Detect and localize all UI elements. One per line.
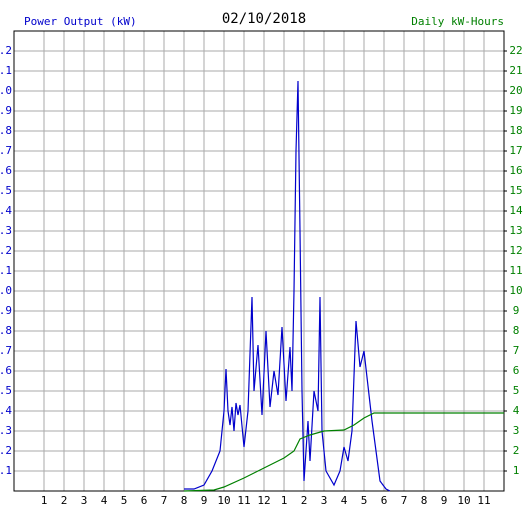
y-axis-label: Power Output (kW) (24, 15, 137, 28)
y-tick-label: 0.7 (0, 344, 12, 357)
y2-tick-label: 20 (509, 84, 522, 97)
y-tick-label: 1.3 (0, 224, 12, 237)
x-tick-label: 3 (321, 494, 328, 507)
y-tick-label: 2.2 (0, 44, 12, 57)
data-line (183, 412, 504, 492)
x-tick-label: 4 (341, 494, 348, 507)
y2-tick-label: 14 (509, 204, 523, 217)
y-tick-label: 1.8 (0, 124, 12, 137)
y2-tick-label: 6 (513, 364, 520, 377)
x-tick-label: 10 (457, 494, 470, 507)
y-tick-label: 0.6 (0, 364, 12, 377)
x-tick-label: 9 (441, 494, 448, 507)
y2-tick-label: 15 (509, 184, 522, 197)
y2-tick-label: 10 (509, 284, 522, 297)
y-tick-label: 0.5 (0, 384, 12, 397)
y2-tick-label: 16 (509, 164, 522, 177)
y-tick-label: 0.2 (0, 444, 12, 457)
y-tick-label: 2.0 (0, 84, 12, 97)
y2-axis-label: Daily kW-Hours (411, 15, 504, 28)
y-tick-label: 1.0 (0, 284, 12, 297)
x-tick-label: 1 (281, 494, 288, 507)
y2-tick-label: 11 (509, 264, 522, 277)
x-tick-label: 5 (361, 494, 368, 507)
plot-border (13, 30, 505, 492)
y2-tick-label: 5 (513, 384, 520, 397)
chart-title: 02/10/2018 (222, 11, 306, 27)
y2-tick-label: 12 (509, 244, 522, 257)
y-tick-label: 1.1 (0, 264, 12, 277)
y2-tick-label: 21 (509, 64, 522, 77)
y-tick-label: 0.9 (0, 304, 12, 317)
y2-tick-label: 4 (513, 404, 520, 417)
y2-tick-label: 18 (509, 124, 522, 137)
x-tick-label: 7 (401, 494, 408, 507)
y-tick-label: 0.8 (0, 324, 12, 337)
y-tick-label: 1.4 (0, 204, 12, 217)
y-tick-label: 1.5 (0, 184, 12, 197)
x-tick-label: 11 (237, 494, 250, 507)
y-tick-label: 1.7 (0, 144, 12, 157)
y2-tick-label: 3 (513, 424, 520, 437)
y2-tick-label: 8 (513, 324, 520, 337)
y2-tick-label: 19 (509, 104, 522, 117)
y-tick-label: 1.9 (0, 104, 12, 117)
y-tick-label: 0.4 (0, 404, 12, 417)
y2-tick-label: 2 (513, 444, 520, 457)
x-tick-label: 9 (201, 494, 208, 507)
y-tick-label: 1.6 (0, 164, 12, 177)
y2-tick-label: 7 (513, 344, 520, 357)
y-tick-label: 2.1 (0, 64, 12, 77)
y-tick-label: 0.1 (0, 464, 12, 477)
x-tick-label: 8 (421, 494, 428, 507)
x-tick-label: 10 (217, 494, 230, 507)
x-tick-label: 2 (61, 494, 68, 507)
y2-tick-label: 22 (509, 44, 522, 57)
y2-tick-label: 1 (513, 464, 520, 477)
y-tick-label: 0.3 (0, 424, 12, 437)
y2-tick-label: 17 (509, 144, 522, 157)
x-tick-label: 3 (81, 494, 88, 507)
x-tick-label: 6 (381, 494, 388, 507)
x-tick-label: 1 (41, 494, 48, 507)
x-tick-label: 12 (257, 494, 270, 507)
y-tick-label: 1.2 (0, 244, 12, 257)
x-tick-label: 7 (161, 494, 168, 507)
x-tick-label: 11 (477, 494, 490, 507)
data-line (184, 80, 391, 492)
y2-tick-label: 9 (513, 304, 520, 317)
y2-tick-label: 13 (509, 224, 522, 237)
x-tick-label: 6 (141, 494, 148, 507)
x-tick-label: 8 (181, 494, 188, 507)
x-tick-label: 2 (301, 494, 308, 507)
x-tick-label: 4 (101, 494, 108, 507)
x-tick-label: 5 (121, 494, 128, 507)
